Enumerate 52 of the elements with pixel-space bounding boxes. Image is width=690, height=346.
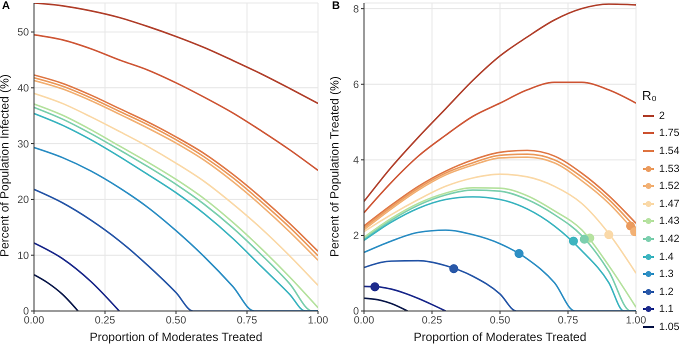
legend-title: R₀ (642, 88, 658, 103)
line-series (34, 92, 318, 286)
legend-label: 1.2 (659, 286, 674, 298)
legend-label: 1.42 (659, 232, 680, 245)
legend-label: 1.05 (659, 320, 680, 333)
chart-title: B (332, 0, 340, 12)
point (580, 234, 589, 244)
line-series (34, 34, 318, 172)
y-tick-label: 30 (17, 138, 30, 150)
y-tick-label: 2 (353, 230, 360, 242)
y-tick-label: 8 (353, 3, 360, 16)
x-tick-label: 0.50 (490, 314, 510, 326)
x-tick-label: 0.25 (422, 314, 442, 326)
point (568, 236, 578, 246)
legend-label: 1.47 (659, 198, 680, 210)
line-series (364, 297, 408, 311)
line-series (34, 242, 120, 311)
legend-label: 1.52 (659, 180, 680, 192)
y-axis-title: Percent of Population Treated (%) (327, 76, 342, 257)
legend-label: 1.1 (659, 303, 674, 316)
legend-label: 1.43 (659, 215, 680, 228)
x-tick-label: 1.00 (626, 314, 646, 326)
y-tick-label: 50 (17, 26, 30, 39)
x-tick-label: 1.00 (308, 314, 328, 326)
line-series (34, 274, 79, 311)
x-tick-label: 0.00 (354, 314, 374, 326)
legend-label: 1.53 (659, 162, 680, 175)
x-tick-label: 0.75 (236, 314, 258, 326)
x-tick-label: 0.75 (558, 314, 578, 326)
legend-label: 1.4 (659, 250, 674, 263)
x-tick-label: 0.25 (94, 314, 116, 326)
x-tick-label: 0.00 (24, 314, 44, 326)
point (514, 249, 524, 258)
line-series (364, 173, 636, 274)
y-tick-label: 10 (17, 250, 30, 262)
chart-title: A (2, 0, 10, 12)
legend-label: 1.3 (659, 268, 674, 280)
y-tick-label: 40 (17, 82, 30, 95)
legend-label: 2 (659, 110, 665, 122)
y-tick-label: 20 (17, 194, 30, 206)
x-tick-label: 0.50 (166, 314, 186, 326)
point (604, 230, 614, 240)
y-tick-label: 4 (353, 154, 360, 167)
x-axis-title: Proportion of Moderates Treated (90, 330, 262, 344)
legend-label: 1.75 (659, 127, 680, 140)
line-series (364, 82, 636, 214)
x-axis-title: Proportion of Moderates Treated (414, 330, 586, 344)
legend-label: 1.54 (659, 144, 680, 157)
point (370, 282, 380, 292)
y-axis-title: Percent of Population Infected (%) (0, 74, 12, 257)
y-tick-label: 6 (353, 78, 360, 91)
point (449, 264, 458, 274)
